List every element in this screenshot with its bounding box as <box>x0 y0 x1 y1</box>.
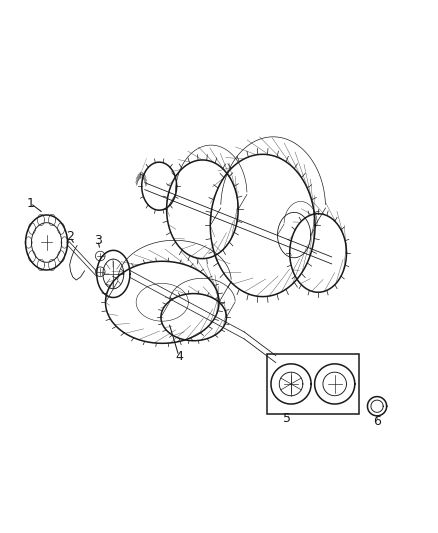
Text: 1: 1 <box>26 197 34 209</box>
Text: 3: 3 <box>94 234 102 247</box>
Text: 5: 5 <box>283 412 291 425</box>
Text: 4: 4 <box>175 350 183 362</box>
Text: 6: 6 <box>373 415 381 427</box>
Bar <box>267 354 359 414</box>
Text: 2: 2 <box>66 230 74 243</box>
